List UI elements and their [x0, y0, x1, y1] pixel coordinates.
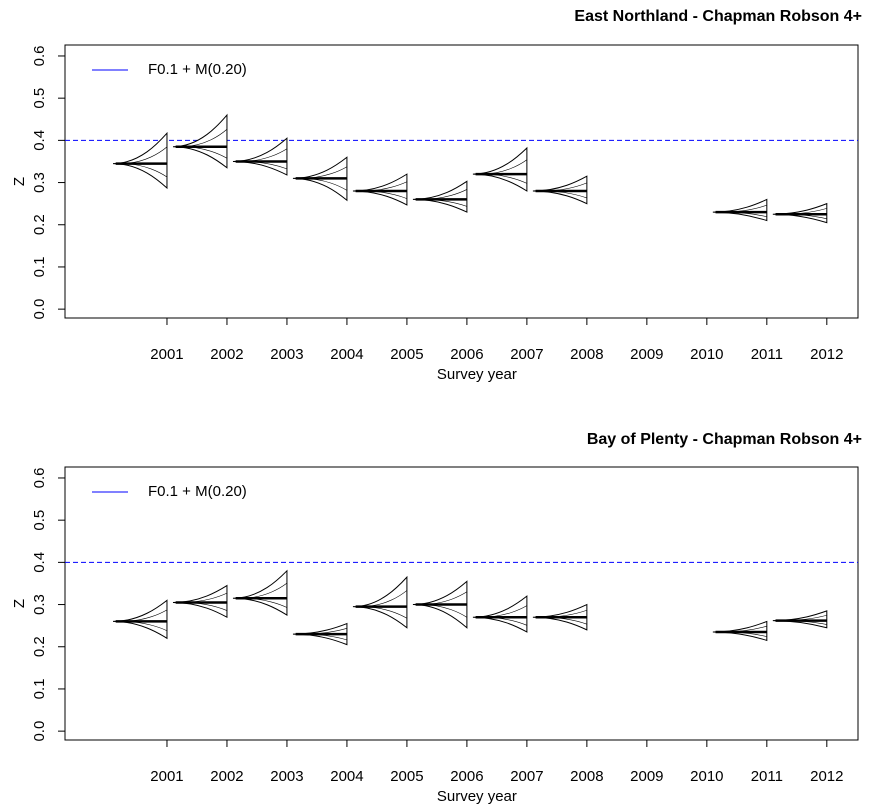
x-tick-label: 2011: [751, 768, 783, 785]
x-tick-label: 2010: [690, 768, 723, 785]
y-axis-label: Z: [11, 599, 28, 608]
y-tick-label: 0.4: [31, 552, 48, 573]
x-tick-label: 2004: [330, 346, 363, 363]
x-tick-label: 2001: [150, 768, 183, 785]
x-tick-label: 2003: [270, 768, 303, 785]
y-axis-label: Z: [11, 177, 28, 186]
y-tick-label: 0.2: [31, 636, 48, 657]
x-tick-label: 2010: [690, 346, 723, 363]
legend-label: F0.1 + M(0.20): [148, 61, 247, 78]
distribution-shape: [772, 610, 828, 629]
x-tick-label: 2003: [270, 346, 303, 363]
y-tick-label: 0.6: [31, 468, 48, 489]
distribution-shape: [232, 137, 288, 176]
chart-title: Bay of Plenty - Chapman Robson 4+: [587, 431, 862, 448]
x-tick-label: 2005: [390, 346, 423, 363]
distribution-shape: [112, 599, 168, 640]
y-tick-label: 0.3: [31, 594, 48, 615]
y-tick-label: 0.5: [31, 88, 48, 109]
x-axis-label: Survey year: [437, 788, 517, 805]
x-tick-label: 2008: [570, 346, 603, 363]
y-tick-label: 0.5: [31, 510, 48, 531]
x-tick-label: 2002: [210, 346, 243, 363]
y-tick-label: 0.3: [31, 172, 48, 193]
legend-label: F0.1 + M(0.20): [148, 483, 247, 500]
y-tick-label: 0.6: [31, 46, 48, 67]
distribution-shape: [472, 146, 528, 192]
x-tick-label: 2011: [751, 346, 783, 363]
x-tick-label: 2007: [510, 346, 543, 363]
x-tick-label: 2006: [450, 346, 483, 363]
chart-title: East Northland - Chapman Robson 4+: [574, 8, 862, 25]
distribution-shape: [172, 113, 228, 169]
x-tick-label: 2012: [810, 768, 843, 785]
y-tick-label: 0.1: [31, 679, 48, 700]
distribution-shape: [352, 575, 408, 629]
x-tick-label: 2004: [330, 768, 363, 785]
y-tick-label: 0.4: [31, 130, 48, 151]
x-tick-label: 2007: [510, 768, 543, 785]
x-tick-label: 2001: [150, 346, 183, 363]
y-tick-label: 0.0: [31, 721, 48, 742]
y-tick-label: 0.1: [31, 257, 48, 278]
distribution-shape: [412, 180, 468, 213]
plot-frame: [64, 44, 859, 319]
x-tick-label: 2012: [810, 346, 843, 363]
x-tick-label: 2002: [210, 768, 243, 785]
distribution-shape: [232, 569, 288, 617]
distribution-shape: [112, 131, 168, 190]
y-tick-label: 0.2: [31, 214, 48, 235]
x-tick-label: 2009: [630, 346, 663, 363]
x-tick-label: 2008: [570, 768, 603, 785]
x-tick-label: 2006: [450, 768, 483, 785]
distribution-shape: [712, 198, 768, 222]
x-tick-label: 2005: [390, 768, 423, 785]
distribution-shape: [472, 595, 528, 633]
x-tick-label: 2009: [630, 768, 663, 785]
y-tick-label: 0.0: [31, 299, 48, 320]
x-axis-label: Survey year: [437, 366, 517, 383]
